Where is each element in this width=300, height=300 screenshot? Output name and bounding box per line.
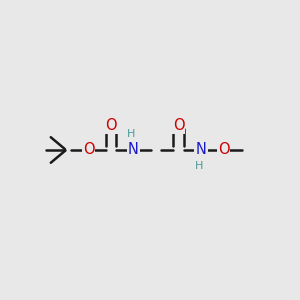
Text: H: H xyxy=(194,160,203,171)
Text: O: O xyxy=(173,118,184,133)
Text: O: O xyxy=(218,142,229,158)
Text: O: O xyxy=(83,142,94,158)
Text: N: N xyxy=(196,142,206,158)
Text: H: H xyxy=(127,129,135,140)
Text: N: N xyxy=(128,142,139,158)
Text: O: O xyxy=(105,118,117,133)
